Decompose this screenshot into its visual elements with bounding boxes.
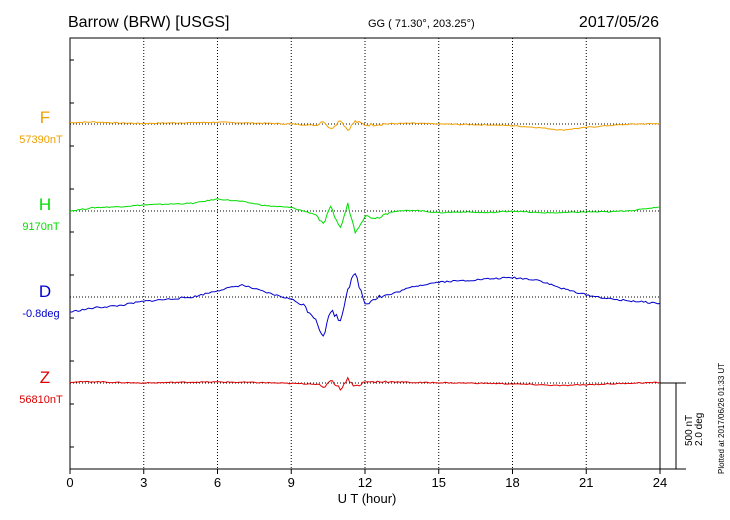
- x-tick-label: 9: [288, 475, 295, 490]
- x-tick-label: 24: [653, 475, 667, 490]
- series-name-D: D: [39, 282, 51, 301]
- coordinates-label: GG ( 71.30°, 203.25°): [368, 18, 475, 30]
- series-name-H: H: [39, 195, 51, 214]
- series-line-F: [69, 119, 661, 131]
- x-tick-label: 12: [358, 475, 372, 490]
- series-name-Z: Z: [40, 368, 50, 387]
- plotted-at-label: Plotted at 2017/06/26 01:33 UT: [717, 363, 726, 474]
- grid-lines: [143, 38, 587, 469]
- date-label: 2017/05/26: [579, 14, 659, 31]
- station-title: Barrow (BRW) [USGS]: [68, 14, 230, 31]
- series-line-D: [70, 272, 661, 337]
- scale-label-deg: 2.0 deg: [694, 413, 705, 446]
- x-tick-label: 18: [505, 475, 519, 490]
- x-tick-label: 15: [432, 475, 446, 490]
- series-baseline-D: -0.8deg: [22, 308, 59, 320]
- series-line-Z: [69, 376, 661, 391]
- baselines: [70, 123, 660, 384]
- x-tick-label: 6: [214, 475, 221, 490]
- series-labels: F 57390nT H 9170nT D -0.8deg Z 56810nT: [19, 108, 63, 406]
- series-line-H: [69, 198, 661, 235]
- series-name-F: F: [40, 108, 50, 127]
- series-baseline-H: 9170nT: [22, 221, 60, 233]
- x-axis-label: U T (hour): [338, 491, 397, 506]
- series-baseline-F: 57390nT: [19, 134, 63, 146]
- x-tick-label: 0: [66, 475, 73, 490]
- x-ticks: 0 3 6 9 12 15 18 21 24: [66, 59, 667, 490]
- scale-label-nt: 500 nT: [684, 415, 695, 446]
- x-tick-label: 3: [140, 475, 147, 490]
- series-lines: [69, 119, 661, 391]
- series-baseline-Z: 56810nT: [19, 394, 63, 406]
- x-tick-label: 21: [579, 475, 593, 490]
